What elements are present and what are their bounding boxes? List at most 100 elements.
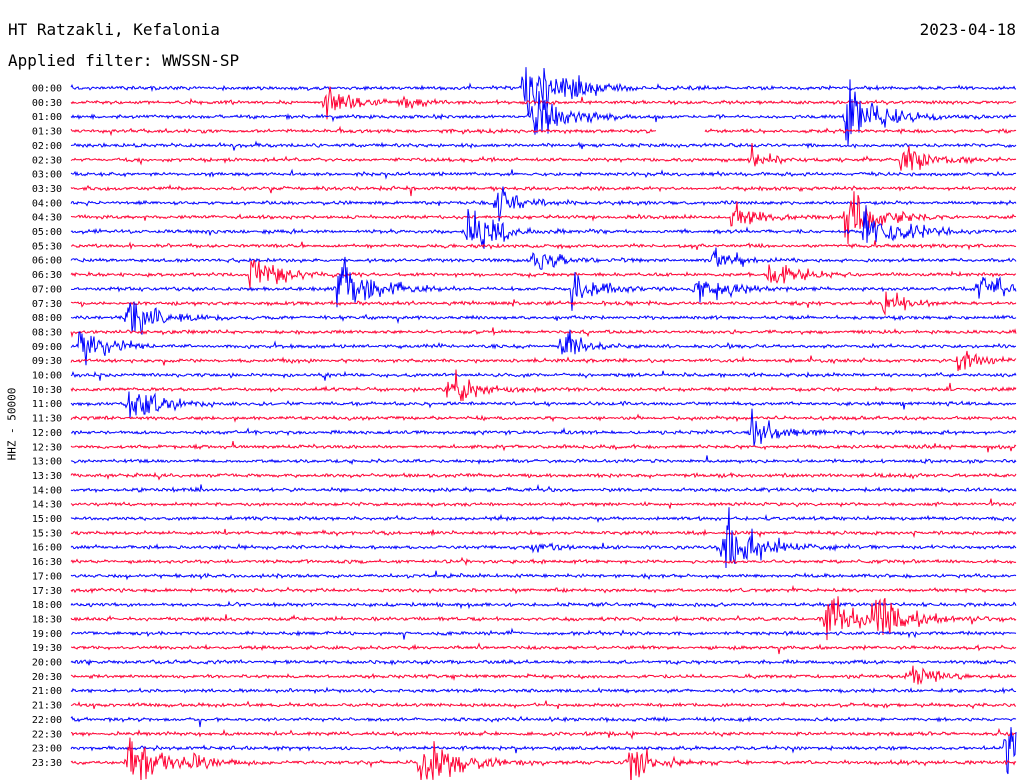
tick-label-1130: 11:30 xyxy=(32,414,62,425)
trace-0700 xyxy=(71,256,1017,311)
tick-label-1200: 12:00 xyxy=(32,428,62,439)
trace-0430 xyxy=(70,191,1017,245)
tick-label-0300: 03:00 xyxy=(32,170,62,181)
filter-label: Applied filter: WWSSN-SP xyxy=(8,51,240,70)
trace-0730 xyxy=(70,291,1017,316)
trace-2300 xyxy=(70,727,1017,775)
trace-1330 xyxy=(70,471,1017,481)
tick-label-0130: 01:30 xyxy=(32,127,62,138)
trace-1800 xyxy=(70,600,1017,610)
trace-1930 xyxy=(70,642,1017,655)
tick-label-0900: 09:00 xyxy=(32,342,62,353)
trace-2330 xyxy=(70,737,1017,780)
tick-label-0700: 07:00 xyxy=(32,284,62,295)
trace-1230 xyxy=(70,441,1017,453)
tick-label-1230: 12:30 xyxy=(32,442,62,453)
trace-1100 xyxy=(70,391,1017,419)
tick-label-2300: 23:00 xyxy=(32,744,62,755)
trace-1300 xyxy=(70,455,1017,466)
trace-2130 xyxy=(70,700,1017,710)
trace-1500 xyxy=(70,513,1017,524)
trace-1130 xyxy=(70,413,1017,423)
tick-label-1330: 13:30 xyxy=(32,471,62,482)
trace-1430 xyxy=(70,498,1017,509)
tick-label-0800: 08:00 xyxy=(32,313,62,324)
tick-label-0100: 01:00 xyxy=(32,112,62,123)
trace-0600 xyxy=(70,247,1017,270)
tick-label-0830: 08:30 xyxy=(32,327,62,338)
tick-label-1500: 15:00 xyxy=(32,514,62,525)
trace-0300 xyxy=(70,168,1017,180)
record-date: 2023-04-18 xyxy=(919,20,1016,39)
tick-label-2030: 20:30 xyxy=(32,672,62,683)
trace-0330 xyxy=(70,184,1017,197)
trace-0400 xyxy=(70,186,1017,222)
tick-label-1730: 17:30 xyxy=(32,586,62,597)
tick-label-1900: 19:00 xyxy=(32,629,62,640)
tick-label-1030: 10:30 xyxy=(32,385,62,396)
trace-0000 xyxy=(70,67,1017,115)
trace-2230 xyxy=(71,727,1016,740)
trace-0530 xyxy=(70,240,1017,251)
trace-1030 xyxy=(70,369,1017,402)
trace-1200 xyxy=(70,408,1017,447)
trace-0100 xyxy=(70,79,1017,146)
tick-label-0930: 09:30 xyxy=(32,356,62,367)
trace-1830 xyxy=(70,596,1017,641)
tick-label-1600: 16:00 xyxy=(32,543,62,554)
tick-label-2330: 23:30 xyxy=(32,758,62,769)
trace-1700 xyxy=(70,570,1017,581)
trace-1730 xyxy=(70,584,1017,595)
tick-label-1300: 13:00 xyxy=(32,457,62,468)
tick-label-2230: 22:30 xyxy=(32,729,62,740)
station-title: HT Ratzakli, Kefalonia xyxy=(8,20,220,39)
tick-label-2130: 21:30 xyxy=(32,701,62,712)
tick-label-0600: 06:00 xyxy=(32,256,62,267)
trace-0930 xyxy=(70,350,1017,372)
trace-0830 xyxy=(70,327,1017,338)
tick-label-1700: 17:00 xyxy=(32,571,62,582)
trace-2000 xyxy=(70,658,1017,666)
trace-0800 xyxy=(70,301,1017,335)
trace-1900 xyxy=(70,627,1017,640)
tick-label-2100: 21:00 xyxy=(32,686,62,697)
tick-label-1000: 10:00 xyxy=(32,371,62,382)
tick-label-1530: 15:30 xyxy=(32,528,62,539)
trace-1400 xyxy=(70,483,1017,494)
tick-labels: 00:00 00:30 01:00 01:30 02:00 02:30 03:00 03:30… xyxy=(32,84,62,769)
tick-label-0200: 02:00 xyxy=(32,141,62,152)
tick-label-0330: 03:30 xyxy=(32,184,62,195)
trace-0500 xyxy=(70,205,1017,249)
tick-label-0000: 00:00 xyxy=(32,84,62,95)
trace-2030 xyxy=(70,665,1017,685)
tick-label-1430: 14:30 xyxy=(32,500,62,511)
trace-group xyxy=(70,67,1017,780)
trace-0230 xyxy=(70,142,1017,171)
trace-2200 xyxy=(70,715,1017,728)
trace-1630 xyxy=(70,556,1017,567)
tick-label-1630: 16:30 xyxy=(32,557,62,568)
tick-label-2000: 20:00 xyxy=(32,658,62,669)
tick-label-2200: 22:00 xyxy=(32,715,62,726)
trace-1530 xyxy=(70,528,1017,539)
tick-label-1800: 18:00 xyxy=(32,600,62,611)
tick-label-0630: 06:30 xyxy=(32,270,62,281)
tick-label-1830: 18:30 xyxy=(32,614,62,625)
tick-label-0430: 04:30 xyxy=(32,213,62,224)
trace-0130 xyxy=(70,125,1017,137)
tick-label-1100: 11:00 xyxy=(32,399,62,410)
trace-0200 xyxy=(70,140,1017,151)
trace-0900 xyxy=(70,329,1017,366)
tick-label-1930: 19:30 xyxy=(32,643,62,654)
tick-label-0230: 02:30 xyxy=(32,155,62,166)
tick-label-0030: 00:30 xyxy=(32,98,62,109)
tick-label-0500: 05:00 xyxy=(32,227,62,238)
tick-label-1400: 14:00 xyxy=(32,485,62,496)
trace-0630 xyxy=(70,259,1017,289)
trace-1600 xyxy=(70,507,1017,569)
tick-label-0530: 05:30 xyxy=(32,241,62,252)
tick-label-0730: 07:30 xyxy=(32,299,62,310)
tick-label-0400: 04:00 xyxy=(32,198,62,209)
trace-1000 xyxy=(70,370,1017,381)
